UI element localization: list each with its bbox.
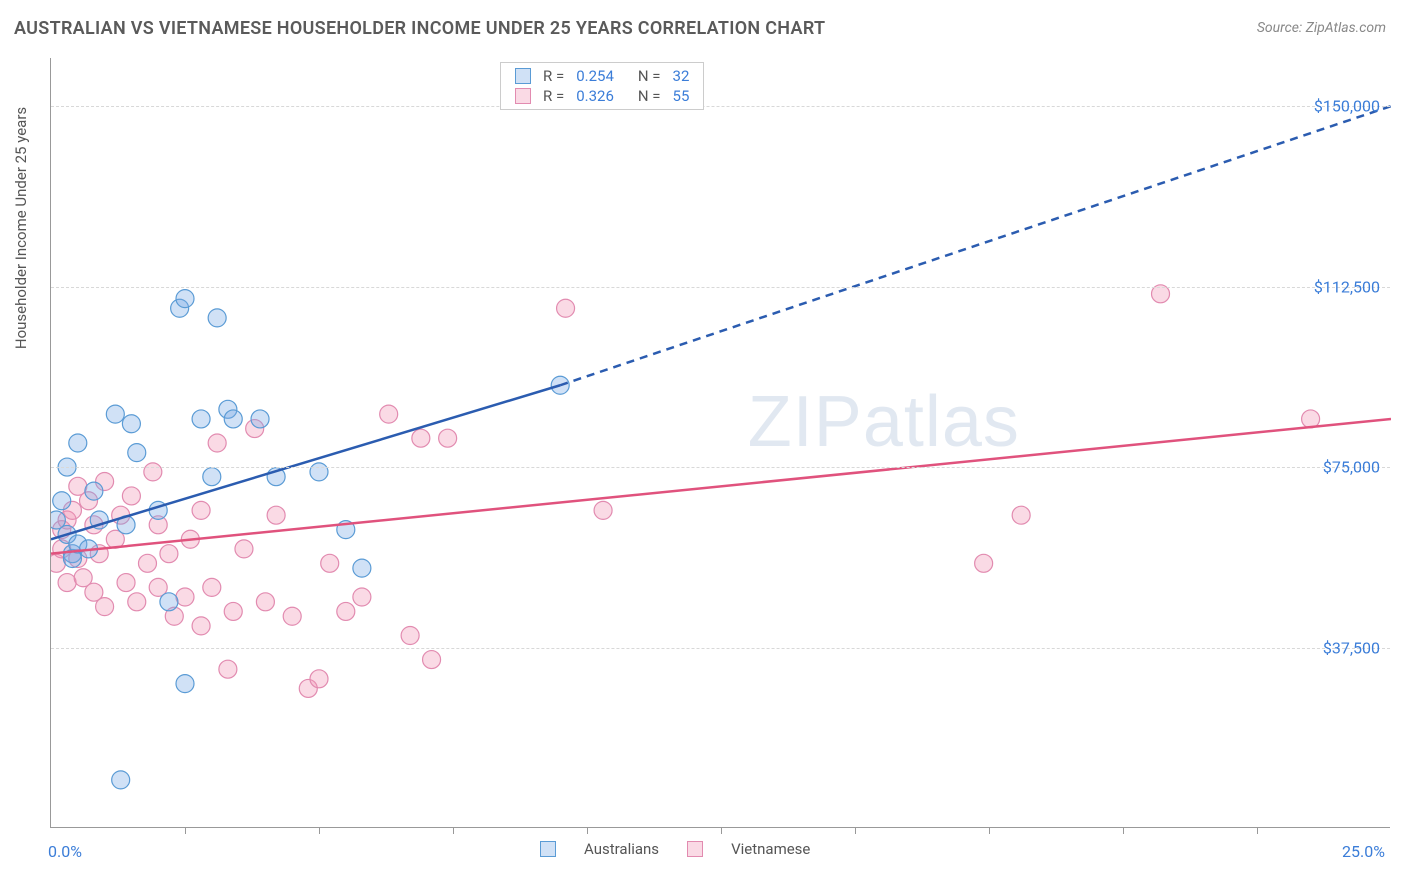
data-point (69, 434, 87, 452)
data-point (203, 578, 221, 596)
data-point (975, 554, 993, 572)
legend-row-australians: R = 0.254 N = 32 (515, 67, 689, 85)
data-point (380, 405, 398, 423)
swatch-vietnamese (515, 88, 531, 104)
n-value-australians: 32 (673, 67, 690, 85)
trend-line (560, 106, 1391, 385)
r-label: R = (543, 87, 564, 105)
data-point (106, 405, 124, 423)
data-point (85, 482, 103, 500)
swatch-vietnamese (687, 841, 703, 857)
legend-row-vietnamese: R = 0.326 N = 55 (515, 87, 689, 105)
chart-svg (51, 58, 1391, 828)
x-tick (989, 827, 990, 834)
data-point (412, 429, 430, 447)
data-point (219, 660, 237, 678)
data-point (557, 299, 575, 317)
data-point (594, 501, 612, 519)
r-value-australians: 0.254 (576, 67, 614, 85)
data-point (401, 627, 419, 645)
trend-line (51, 385, 560, 539)
x-tick (587, 827, 588, 834)
y-tick-label: $112,500 (1314, 277, 1380, 296)
data-point (122, 487, 140, 505)
y-axis-title: Householder Income Under 25 years (12, 107, 30, 349)
data-point (58, 574, 76, 592)
r-label: R = (543, 67, 564, 85)
x-tick (721, 827, 722, 834)
data-point (267, 506, 285, 524)
chart-title: AUSTRALIAN VS VIETNAMESE HOUSEHOLDER INC… (14, 18, 825, 39)
data-point (208, 434, 226, 452)
y-tick-label: $75,000 (1323, 458, 1380, 477)
legend-label-vietnamese: Vietnamese (731, 840, 810, 858)
data-point (321, 554, 339, 572)
data-point (283, 607, 301, 625)
legend-label-australians: Australians (584, 840, 659, 858)
data-point (138, 554, 156, 572)
gridline (51, 648, 1390, 649)
data-point (117, 574, 135, 592)
source-attribution: Source: ZipAtlas.com (1257, 20, 1386, 36)
data-point (235, 540, 253, 558)
data-point (192, 617, 210, 635)
x-tick (319, 827, 320, 834)
data-point (53, 492, 71, 510)
x-tick (855, 827, 856, 834)
swatch-australians (540, 841, 556, 857)
data-point (128, 593, 146, 611)
data-point (439, 429, 457, 447)
trend-line (51, 419, 1391, 554)
data-point (1012, 506, 1030, 524)
data-point (122, 415, 140, 433)
y-tick-label: $37,500 (1323, 638, 1380, 657)
data-point (112, 771, 130, 789)
data-point (176, 290, 194, 308)
data-point (224, 602, 242, 620)
swatch-australians (515, 68, 531, 84)
data-point (423, 651, 441, 669)
data-point (160, 593, 178, 611)
x-tick (1257, 827, 1258, 834)
n-label: N = (638, 67, 661, 85)
x-axis-min-label: 0.0% (48, 842, 82, 861)
data-point (310, 670, 328, 688)
data-point (353, 588, 371, 606)
data-point (353, 559, 371, 577)
x-tick (1123, 827, 1124, 834)
data-point (337, 602, 355, 620)
legend-correlation: R = 0.254 N = 32 R = 0.326 N = 55 (500, 62, 704, 110)
data-point (192, 410, 210, 428)
data-point (251, 410, 269, 428)
gridline (51, 467, 1390, 468)
data-point (203, 468, 221, 486)
data-point (160, 545, 178, 563)
chart-plot-area: ZIPatlas $37,500$75,000$112,500$150,000 (50, 58, 1390, 828)
gridline (51, 287, 1390, 288)
data-point (192, 501, 210, 519)
data-point (208, 309, 226, 327)
r-value-vietnamese: 0.326 (576, 87, 614, 105)
n-label: N = (638, 87, 661, 105)
data-point (256, 593, 274, 611)
x-axis-max-label: 25.0% (1342, 842, 1385, 861)
gridline (51, 106, 1390, 107)
y-tick-label: $150,000 (1314, 97, 1380, 116)
data-point (128, 444, 146, 462)
data-point (310, 463, 328, 481)
n-value-vietnamese: 55 (673, 87, 690, 105)
data-point (144, 463, 162, 481)
legend-series: Australians Vietnamese (540, 840, 810, 858)
x-tick (185, 827, 186, 834)
data-point (224, 410, 242, 428)
data-point (176, 588, 194, 606)
data-point (176, 675, 194, 693)
data-point (96, 598, 114, 616)
x-tick (453, 827, 454, 834)
